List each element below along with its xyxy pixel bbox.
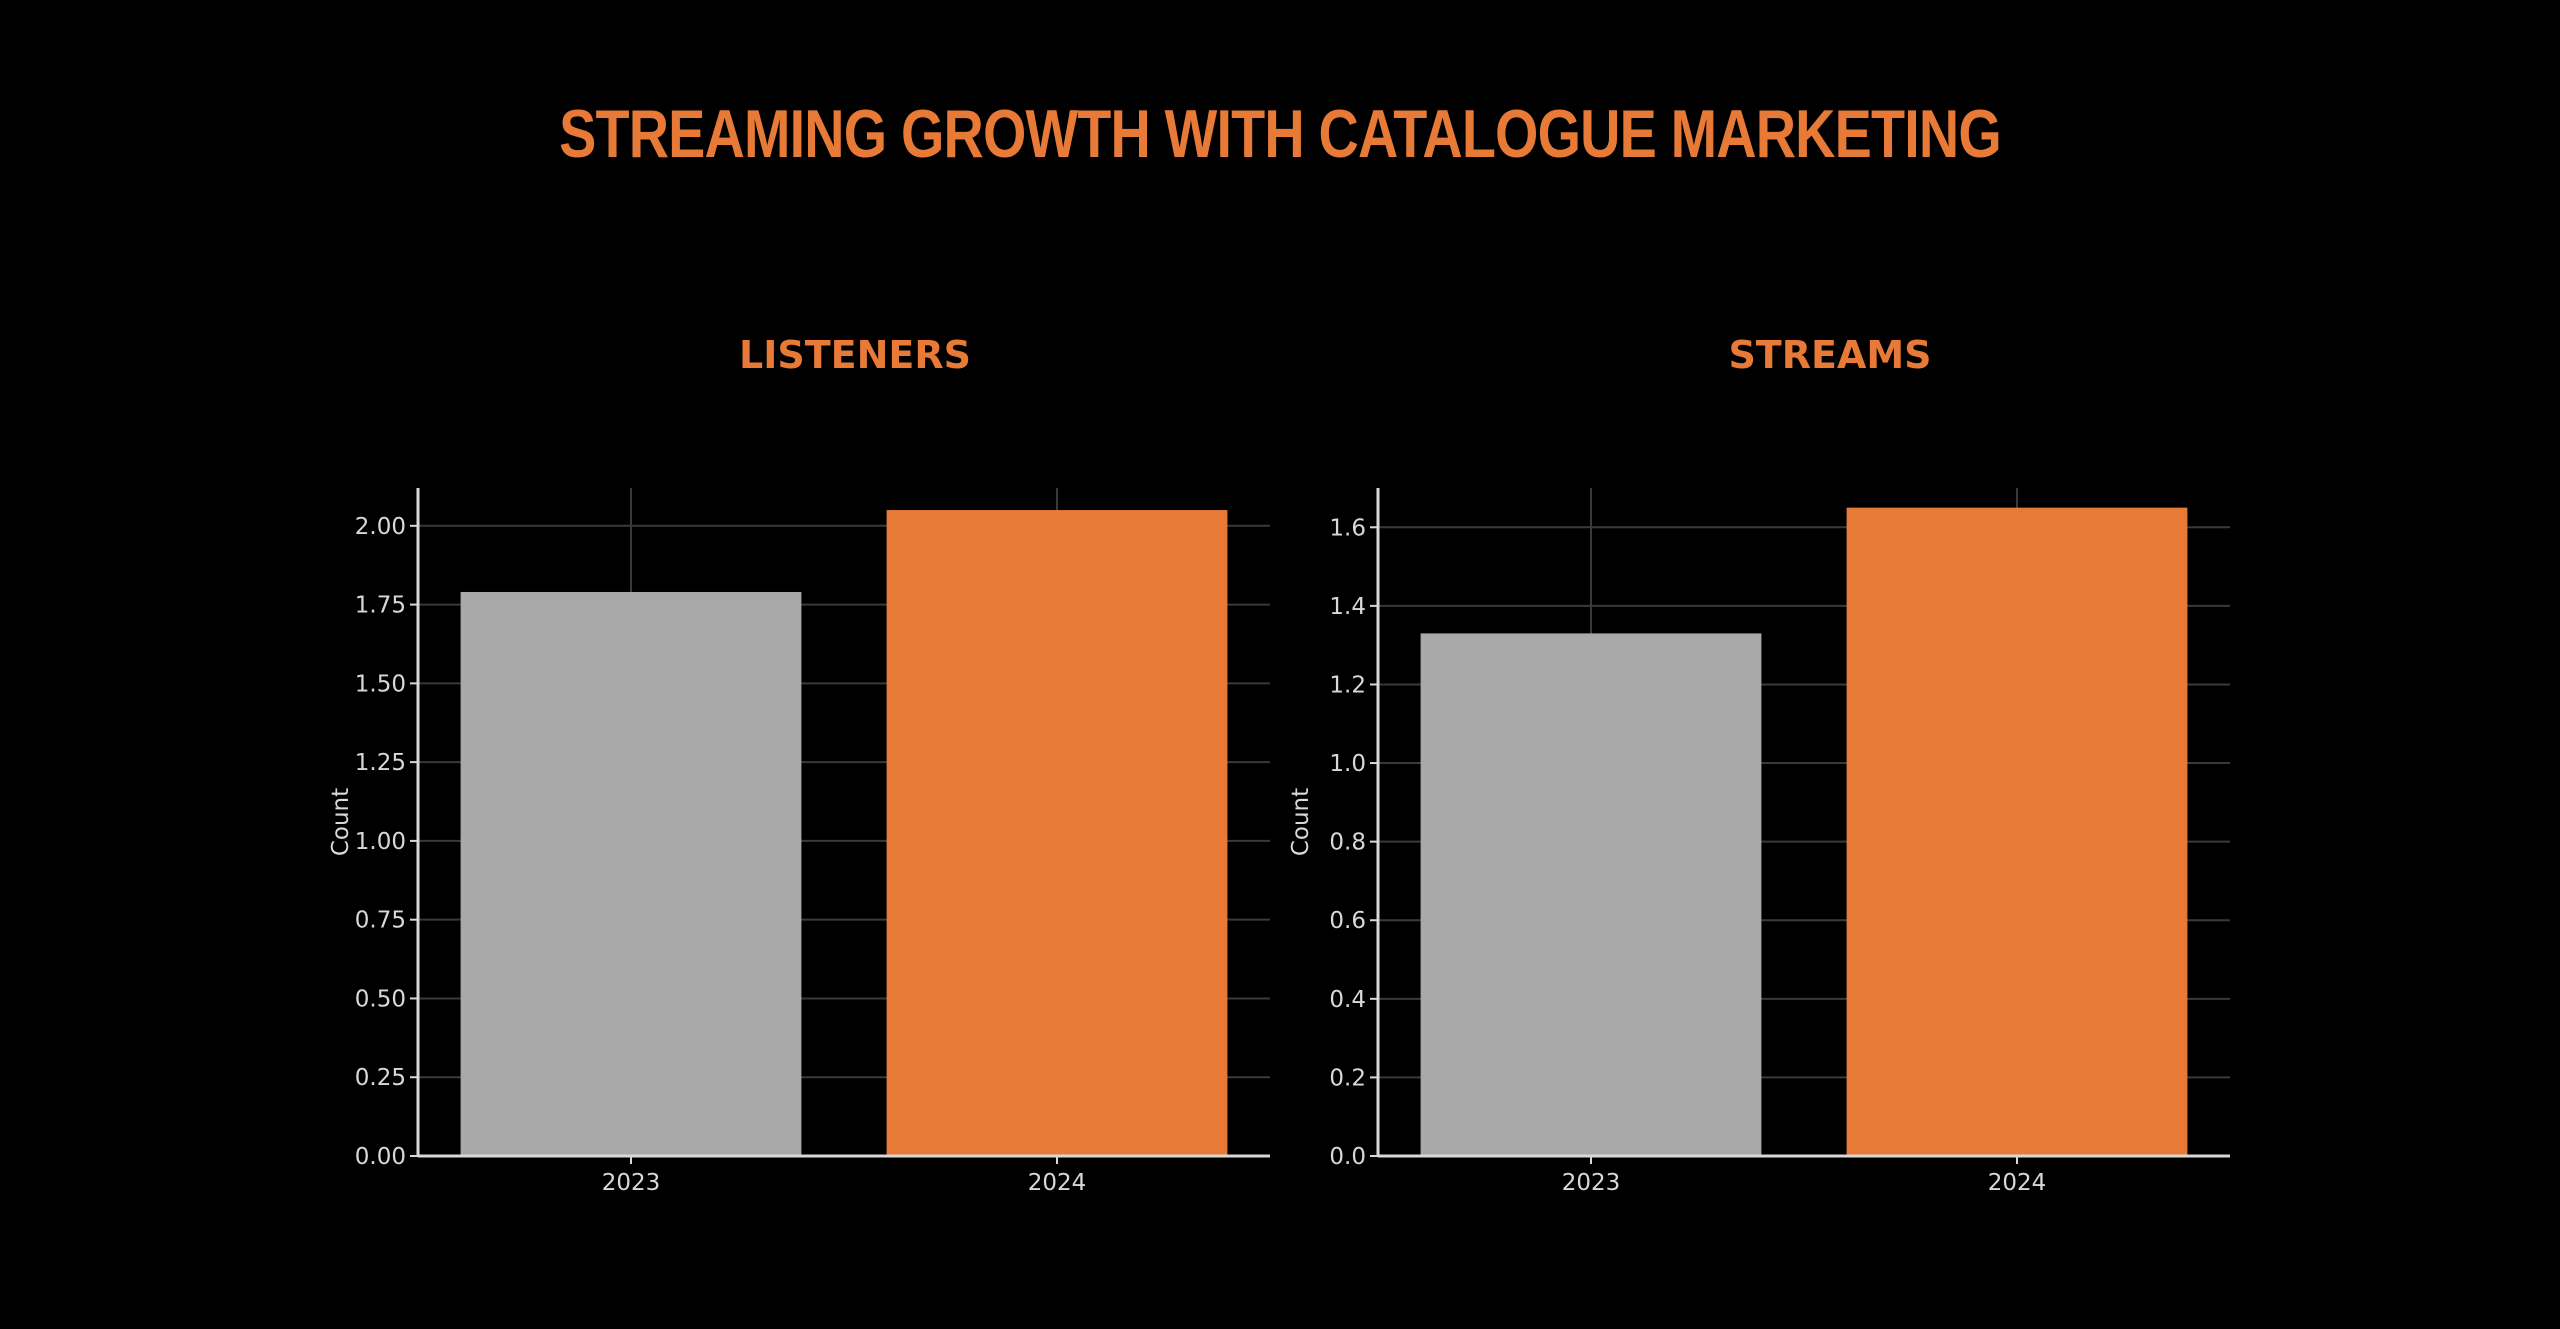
y-tick-label: 1.50 [355,671,406,697]
listeners-chart-title: LISTENERS [739,333,971,377]
page-title: STREAMING GROWTH WITH CATALOGUE MARKETIN… [559,96,2002,172]
y-tick-label: 1.2 [1329,672,1366,698]
x-tick-label: 2024 [1988,1170,2047,1196]
bar-2024 [1846,507,2188,1156]
y-tick-label: 0.6 [1329,908,1366,934]
y-tick-label: 0.25 [355,1065,406,1091]
x-tick-label: 2024 [1028,1170,1087,1196]
y-tick-label: 1.6 [1329,515,1366,541]
x-tick-label: 2023 [602,1170,661,1196]
y-tick-label: 1.75 [355,593,406,619]
y-axis-label: Count [1288,788,1314,856]
y-tick-label: 1.4 [1329,594,1366,620]
y-tick-label: 0.50 [355,986,406,1012]
bar-2024 [886,510,1228,1156]
y-tick-label: 1.0 [1329,751,1366,777]
bar-2023 [460,591,802,1156]
y-tick-label: 0.0 [1329,1144,1366,1170]
streams-chart-title: STREAMS [1728,333,1932,377]
y-tick-label: 0.2 [1329,1065,1366,1091]
y-tick-label: 0.75 [355,908,406,934]
y-axis-label: Count [328,788,354,856]
y-tick-label: 0.00 [355,1144,406,1170]
streams-bar-chart: 0.0 0.2 0.4 0.6 0.8 1.0 1.2 1.4 1.6 2023 2024 Count [1288,488,2230,1196]
x-tick-label: 2023 [1562,1170,1621,1196]
y-tick-label: 1.00 [355,829,406,855]
y-tick-label: 0.4 [1329,987,1366,1013]
y-tick-label: 0.8 [1329,830,1366,856]
y-tick-label: 1.25 [355,750,406,776]
y-tick-label: 2.00 [355,514,406,540]
listeners-bar-chart: 0.00 0.25 0.50 0.75 1.00 1.25 1.50 1.75 2.00 2023… [328,488,1270,1196]
bar-2023 [1420,633,1762,1156]
